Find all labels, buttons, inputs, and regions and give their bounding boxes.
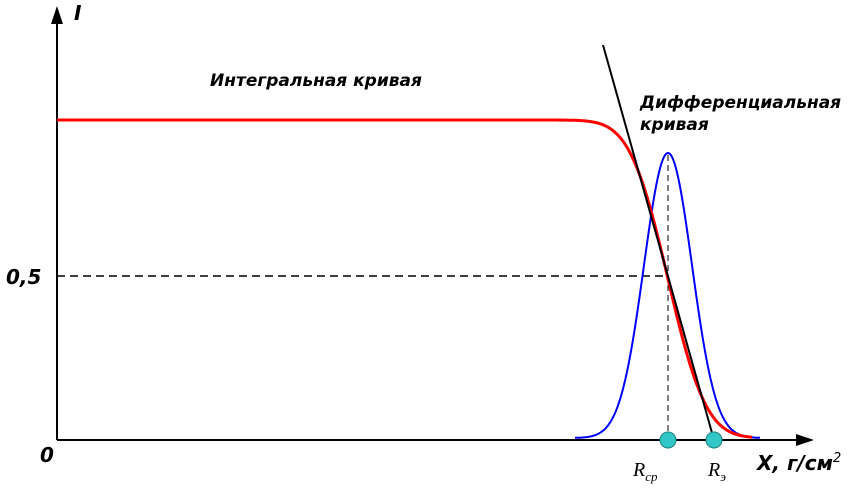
x-label-sup: 2 <box>833 451 841 466</box>
symbol: R <box>632 459 645 481</box>
integral-curve <box>57 118 753 439</box>
subscript: ср <box>645 469 658 484</box>
differential-curve <box>575 151 760 439</box>
integral-label: Интегральная кривая <box>210 71 422 91</box>
tangent-line <box>602 44 715 441</box>
y-arrow <box>51 6 63 24</box>
x-label: X, г/см2 <box>755 451 841 475</box>
point-rcp <box>659 431 677 449</box>
x-arrow <box>796 434 814 446</box>
y-label: I <box>74 1 82 25</box>
half-label: 0,5 <box>6 265 41 289</box>
differential-label: кривая <box>640 115 709 135</box>
point-re <box>705 431 723 449</box>
x-label-text: X, г/см <box>755 451 833 475</box>
point-label: Rср <box>632 459 658 484</box>
point-label: Rэ <box>707 459 726 484</box>
differential-label: Дифференциальная <box>639 93 841 113</box>
symbol: R <box>707 459 720 481</box>
subscript: э <box>720 469 726 484</box>
origin-label: 0 <box>40 443 54 467</box>
